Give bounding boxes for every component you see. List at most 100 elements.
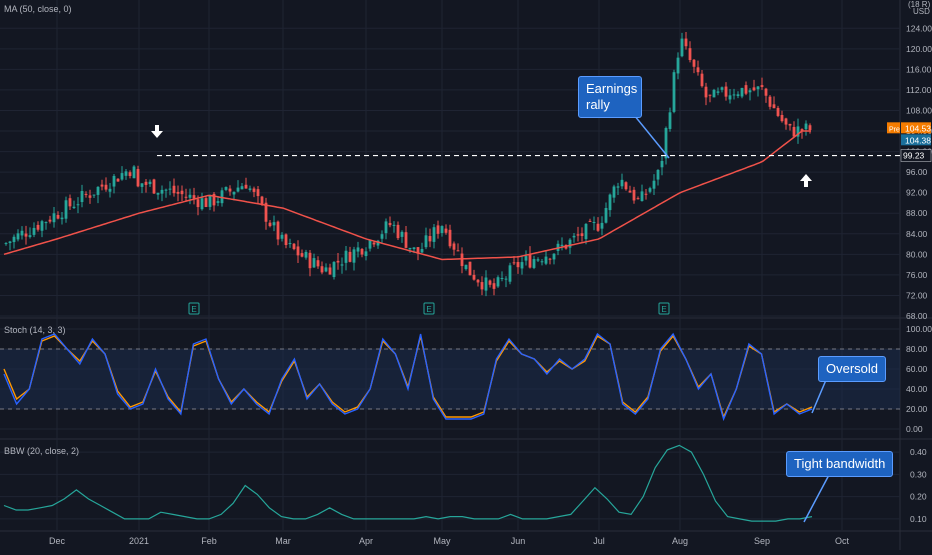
candle [108, 188, 112, 192]
stoch-legend[interactable]: Stoch (14, 3, 3) [4, 325, 66, 335]
candle [496, 277, 500, 287]
candle [576, 234, 580, 236]
earnings-marker-icon [423, 302, 435, 315]
candle [152, 179, 156, 194]
candle [420, 249, 424, 253]
time-tick-label: Feb [201, 536, 217, 546]
candle [344, 250, 348, 263]
candle [444, 228, 448, 233]
currency-label: (18 R) [908, 0, 931, 9]
candle [276, 221, 280, 240]
candle [472, 274, 476, 280]
candle [572, 235, 576, 238]
candle [464, 264, 468, 270]
candle [316, 260, 320, 267]
candle [732, 94, 736, 96]
candle [364, 251, 368, 257]
tight-callout-pointer [803, 472, 831, 523]
candle [132, 166, 136, 179]
earnings-marker-label: E [661, 305, 666, 314]
candle [784, 118, 788, 125]
candle [688, 48, 692, 61]
candle [532, 259, 536, 268]
price-tick-label: 124.00 [906, 23, 932, 33]
time-tick-label: 2021 [129, 536, 149, 546]
candle [400, 231, 404, 237]
candle [356, 247, 360, 252]
stoch-tick-label: 100.00 [906, 324, 932, 334]
candle [568, 239, 572, 248]
pre-tag-box [887, 122, 900, 134]
candle [360, 249, 364, 255]
candle [644, 193, 648, 195]
candle [520, 262, 524, 269]
candle [600, 222, 604, 229]
candle [376, 240, 380, 246]
candle [716, 91, 720, 93]
candle [728, 95, 732, 100]
candle [436, 225, 440, 234]
last-price-label: 104.38 [905, 135, 931, 145]
bbw-tick-label: 0.30 [910, 469, 927, 479]
candle [560, 244, 564, 246]
candle [792, 126, 796, 137]
candle [684, 38, 688, 47]
candle [80, 191, 84, 203]
candle [200, 198, 204, 210]
candle [680, 38, 684, 57]
candle [416, 247, 420, 254]
earnings-rally-callout: Earnings rally [578, 76, 642, 118]
candle [608, 194, 612, 211]
candle [252, 188, 256, 192]
candle [528, 254, 532, 268]
candle [292, 243, 296, 250]
stoch-tick-label: 60.00 [906, 364, 928, 374]
candle [440, 226, 444, 234]
candle [180, 190, 184, 195]
candle [268, 222, 272, 227]
candle [192, 195, 196, 199]
price-tick-label: 84.00 [906, 229, 928, 239]
candle [768, 96, 772, 107]
stoch-tick-label: 20.00 [906, 404, 928, 414]
candle [256, 189, 260, 197]
earnings-marker-label: E [426, 305, 431, 314]
candle [736, 94, 740, 97]
time-tick-label: Sep [754, 536, 770, 546]
candle [240, 186, 244, 190]
candle [380, 234, 384, 239]
candle [172, 185, 176, 194]
candle [136, 169, 140, 187]
candle [508, 265, 512, 282]
bbw-legend[interactable]: BBW (20, close, 2) [4, 446, 80, 456]
stoch-k-line [3, 332, 813, 422]
ma-legend[interactable]: MA (50, close, 0) [4, 4, 72, 14]
candle [160, 189, 164, 194]
candle [456, 250, 460, 252]
candle [804, 123, 808, 130]
price-tick-label: 116.00 [906, 64, 932, 74]
candle [676, 57, 680, 74]
candle [156, 192, 160, 195]
candle [796, 126, 800, 137]
candle [756, 86, 760, 90]
price-tick-label: 96.00 [906, 167, 928, 177]
candle [596, 223, 600, 231]
candle [28, 235, 32, 237]
price-tick-label: 112.00 [906, 85, 932, 95]
up-arrow-icon [800, 174, 812, 187]
candle [704, 86, 708, 98]
candle [476, 279, 480, 283]
candle [760, 85, 764, 87]
candle [548, 258, 552, 260]
stoch-tick-label: 0.00 [906, 424, 923, 434]
candle [128, 172, 132, 176]
candle [4, 243, 8, 245]
earnings-callout-pointer [629, 109, 670, 159]
candle [752, 87, 756, 91]
candle [328, 267, 332, 275]
candle [788, 123, 792, 126]
level-price-label: 99.23 [903, 151, 925, 161]
